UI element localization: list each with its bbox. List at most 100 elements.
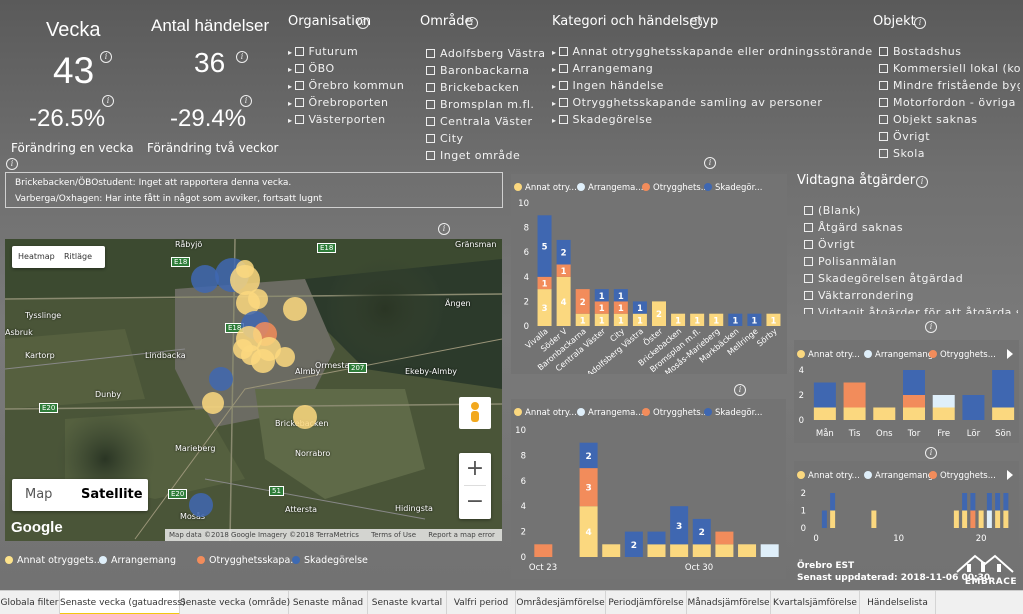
bar-segment[interactable]: [970, 493, 976, 511]
actions-info-icon[interactable]: i: [916, 176, 928, 188]
chart-legend-label[interactable]: Arrangema...: [588, 183, 643, 193]
terms-link[interactable]: Terms of Use: [371, 531, 416, 539]
object-slicer-item[interactable]: Kommersiell lokal (konto: [879, 62, 1020, 75]
expand-icon[interactable]: ▸: [288, 99, 293, 108]
weekday-chart-info-icon[interactable]: i: [925, 321, 937, 333]
bar-segment[interactable]: [670, 544, 689, 557]
report-link[interactable]: Report a map error: [428, 531, 495, 539]
chart-legend-label[interactable]: Arrangemang: [875, 350, 933, 360]
tab-senaste-vecka-område-[interactable]: Senaste vecka (område): [180, 591, 290, 614]
actions-slicer-item[interactable]: Åtgärd saknas: [804, 221, 903, 234]
object-slicer-item[interactable]: Mindre fristående byggr: [879, 79, 1020, 92]
bar-segment[interactable]: [613, 301, 628, 314]
bar-segment[interactable]: [602, 544, 621, 557]
category-slicer-item[interactable]: ▸ Arrangemang: [552, 62, 653, 75]
expand-icon[interactable]: ▸: [552, 99, 557, 108]
bar-segment[interactable]: [830, 510, 836, 529]
chart-legend-label[interactable]: Annat otry...: [525, 183, 577, 193]
checkbox[interactable]: [804, 274, 813, 283]
checkbox[interactable]: [879, 132, 888, 141]
org-slicer-item[interactable]: ▸ Futurum: [288, 45, 358, 58]
event-bubble[interactable]: [293, 405, 317, 429]
tab-periodjämförelse[interactable]: Periodjämförelse: [606, 591, 687, 614]
bar-segment[interactable]: [830, 493, 836, 511]
tab-valfri-period[interactable]: Valfri period: [447, 591, 516, 614]
heatmap-button[interactable]: Heatmap: [18, 252, 55, 261]
bar-segment[interactable]: [1003, 493, 1009, 511]
bar-segment[interactable]: [766, 313, 781, 326]
bar-segment[interactable]: [986, 493, 992, 511]
bar-segment[interactable]: [556, 276, 571, 326]
org-slicer-item[interactable]: ▸ Örebroporten: [288, 96, 389, 109]
bar-segment[interactable]: [692, 518, 711, 545]
org-slicer-item[interactable]: ▸ Örebro kommun: [288, 79, 404, 92]
notes-info-icon[interactable]: i: [6, 158, 18, 170]
bar-segment[interactable]: [978, 510, 984, 529]
actions-slicer-item[interactable]: Övrigt: [804, 238, 855, 251]
checkbox[interactable]: [426, 66, 435, 75]
bar-segment[interactable]: [670, 506, 689, 545]
map-legend-item[interactable]: Skadegörelse: [292, 555, 368, 566]
bar-segment[interactable]: [1003, 510, 1009, 529]
bar-segment[interactable]: [873, 407, 896, 421]
checkbox[interactable]: [558, 98, 568, 107]
event-bubble[interactable]: [241, 345, 261, 365]
checkbox[interactable]: [804, 240, 813, 249]
bar-segment[interactable]: [579, 468, 598, 507]
checkbox[interactable]: [558, 81, 568, 90]
bar-segment[interactable]: [843, 407, 866, 421]
map-legend-item[interactable]: Otrygghetsskapa...: [197, 555, 299, 566]
actions-slicer-item[interactable]: Vidtagit åtgärder för att åtgärda skadi: [804, 306, 1018, 314]
bar-segment[interactable]: [692, 544, 711, 557]
bar-segment[interactable]: [738, 544, 757, 557]
event-bubble[interactable]: [275, 347, 295, 367]
actions-slicer-item[interactable]: (Blank): [804, 204, 861, 217]
org-slicer-item[interactable]: ▸ ÖBO: [288, 62, 335, 75]
category-slicer-item[interactable]: ▸ Otrygghetsskapande samling av personer: [552, 96, 822, 109]
bar-segment[interactable]: [986, 510, 992, 529]
area-slicer-item[interactable]: Centrala Väster: [426, 115, 533, 128]
event-bubble[interactable]: [189, 493, 213, 517]
checkbox[interactable]: [426, 117, 435, 126]
event-bubble[interactable]: [236, 260, 254, 278]
checkbox[interactable]: [294, 47, 304, 56]
checkbox[interactable]: [426, 134, 435, 143]
event-bubble[interactable]: [248, 289, 268, 309]
expand-icon[interactable]: ▸: [288, 82, 293, 91]
tab-månadsjämförelse[interactable]: Månadsjämförelse: [687, 591, 771, 614]
map-legend-item[interactable]: Annat otryggets...: [5, 555, 103, 566]
checkbox[interactable]: [294, 64, 304, 73]
expand-icon[interactable]: ▸: [288, 48, 293, 57]
bar-segment[interactable]: [709, 313, 724, 326]
actions-slicer-item[interactable]: Polisanmälan: [804, 255, 897, 268]
bar-segment[interactable]: [575, 313, 590, 326]
tab-kvartalsjämförelse[interactable]: Kvartalsjämförelse: [771, 591, 860, 614]
actions-slicer-item[interactable]: Skadegörelsen åtgärdad: [804, 272, 963, 285]
map-type-satellite-button[interactable]: Satellite: [81, 487, 143, 502]
tab-områdesjämförelse[interactable]: Områdesjämförelse: [516, 591, 606, 614]
chart-legend-label[interactable]: Annat otry...: [525, 408, 577, 418]
checkbox[interactable]: [804, 308, 813, 314]
tab-senaste-vecka-gatuadress-[interactable]: Senaste vecka (gatuadress): [60, 591, 185, 614]
bar-segment[interactable]: [579, 506, 598, 557]
bar-segment[interactable]: [747, 313, 762, 326]
object-slicer-item[interactable]: Motorfordon - övriga: [879, 96, 1016, 109]
map-type-map-button[interactable]: Map: [25, 487, 53, 502]
category-info-icon[interactable]: i: [690, 17, 702, 29]
chart-legend-label[interactable]: Annat otry...: [808, 350, 860, 360]
checkbox[interactable]: [426, 151, 435, 160]
checkbox[interactable]: [804, 257, 813, 266]
checkbox[interactable]: [294, 98, 304, 107]
chart-legend-label[interactable]: Otrygghets...: [940, 471, 996, 481]
map-info-icon[interactable]: i: [438, 223, 450, 235]
checkbox[interactable]: [879, 115, 888, 124]
tab-globala-filter[interactable]: Globala filter: [0, 591, 60, 614]
tab-händelselista[interactable]: Händelselista: [860, 591, 936, 614]
checkbox[interactable]: [426, 83, 435, 92]
checkbox[interactable]: [804, 291, 813, 300]
bar-segment[interactable]: [613, 289, 628, 302]
bar-segment[interactable]: [813, 407, 836, 421]
checkbox[interactable]: [558, 64, 568, 73]
chart-legend-label[interactable]: Otrygghets...: [653, 183, 709, 193]
bar-segment[interactable]: [632, 301, 647, 314]
